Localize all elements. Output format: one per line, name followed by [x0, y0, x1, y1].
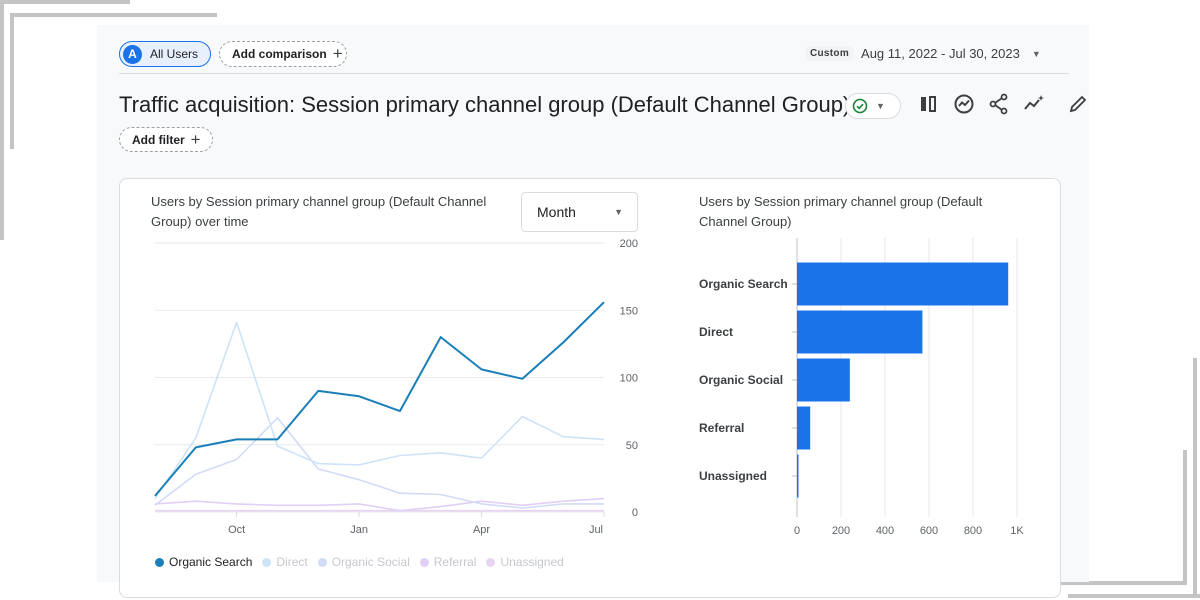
granularity-value: Month [537, 204, 576, 220]
x-tick-label: Oct [228, 524, 245, 536]
date-range-text: Aug 11, 2022 - Jul 30, 2023 [861, 46, 1020, 61]
legend-item[interactable]: Unassigned [486, 555, 564, 569]
legend-item[interactable]: Organic Search [155, 555, 252, 569]
frame-line-top-left-inner [10, 13, 217, 17]
x-tick-label: 400 [876, 525, 894, 537]
series-line-organic-social [154, 417, 604, 509]
series-line-direct [154, 321, 605, 500]
caret-down-icon: ▼ [1031, 48, 1041, 59]
legend-item[interactable]: Direct [262, 555, 308, 569]
x-tick-label: 600 [920, 525, 938, 537]
page-title: Traffic acquisition: Session primary cha… [119, 92, 851, 117]
add-filter-button[interactable]: Add filter + [119, 127, 213, 152]
category-label: Organic Search [699, 277, 788, 291]
header-divider [119, 73, 1069, 74]
y-tick-label: 0 [632, 507, 638, 519]
legend-label: Direct [276, 555, 308, 569]
caret-down-icon: ▼ [876, 101, 885, 111]
bar-chart-title: Users by Session primary channel group (… [699, 194, 983, 229]
legend-label: Organic Search [169, 555, 253, 569]
bar-referral [797, 406, 811, 450]
y-tick-label: 200 [620, 238, 638, 250]
y-tick-label: 150 [620, 305, 638, 317]
add-comparison-label: Add comparison [232, 47, 327, 61]
anomaly-icon[interactable] [1022, 92, 1046, 116]
legend-swatch [486, 557, 496, 567]
compare-columns-icon[interactable] [917, 92, 941, 116]
x-tick-label: Jan [350, 524, 368, 536]
add-filter-label: Add filter [132, 132, 185, 147]
legend-item[interactable]: Organic Social [317, 555, 410, 569]
legend-swatch [317, 557, 327, 567]
line-chart-legend: Organic Search Direct Organic Social Referr… [155, 555, 574, 569]
date-custom-badge: Custom [806, 46, 854, 61]
bar-organic-social [797, 358, 850, 402]
frame-line-bottom-right-outer [1068, 594, 1200, 598]
legend-swatch [155, 557, 164, 567]
x-tick-label: 0 [794, 525, 800, 537]
category-label: Unassigned [699, 469, 767, 483]
report-status-dropdown[interactable]: ▼ [845, 93, 901, 119]
frame-line-bottom-right-outer-vertical [1193, 358, 1197, 598]
category-label: Referral [699, 421, 744, 435]
frame-line-bottom-right-inner-vertical [1183, 450, 1187, 585]
legend-label: Organic Social [331, 555, 410, 569]
x-tick-label: Apr [473, 524, 490, 536]
plus-icon: + [332, 44, 343, 63]
legend-swatch [262, 557, 272, 567]
segment-chip-all-users[interactable]: A All Users [119, 41, 211, 67]
x-tick-label: 1K [1010, 525, 1024, 537]
frame-line-top-left-outer [0, 0, 130, 4]
granularity-select[interactable]: Month ▼ [521, 192, 638, 232]
legend-item[interactable]: Referral [419, 555, 477, 569]
x-tick-label: Jul [589, 524, 603, 536]
frame-line-top-left-inner-vertical [10, 13, 14, 149]
date-range-picker[interactable]: Custom Aug 11, 2022 - Jul 30, 2023 ▼ [806, 46, 1041, 61]
bar-organic-search [797, 262, 1009, 306]
frame-line-bottom-right-inner [980, 581, 1187, 585]
line-chart-title: Users by Session primary channel group (… [151, 194, 487, 229]
category-label: Organic Social [699, 373, 783, 387]
bar-unassigned [797, 454, 799, 498]
y-tick-label: 100 [620, 373, 638, 385]
segment-avatar: A [123, 44, 142, 64]
legend-label: Referral [433, 555, 477, 569]
add-comparison-button[interactable]: Add comparison + [219, 41, 347, 67]
segment-label: All Users [150, 47, 199, 61]
x-tick-label: 200 [832, 525, 850, 537]
share-icon[interactable] [987, 92, 1011, 116]
category-label: Direct [699, 325, 733, 339]
series-line-referral [154, 497, 605, 512]
y-tick-label: 50 [626, 440, 638, 452]
x-tick-label: 800 [964, 525, 982, 537]
chart-card [119, 178, 1061, 598]
series-line-organic-search [154, 301, 605, 497]
check-circle-icon [852, 98, 868, 114]
legend-label: Unassigned [500, 555, 564, 569]
insights-icon[interactable] [952, 92, 976, 116]
legend-swatch [419, 557, 429, 567]
bar-direct [797, 310, 923, 354]
edit-icon[interactable] [1066, 92, 1090, 116]
frame-line-top-left-outer-vertical [0, 0, 4, 240]
caret-down-icon: ▼ [614, 207, 623, 217]
plus-icon: + [190, 129, 201, 149]
